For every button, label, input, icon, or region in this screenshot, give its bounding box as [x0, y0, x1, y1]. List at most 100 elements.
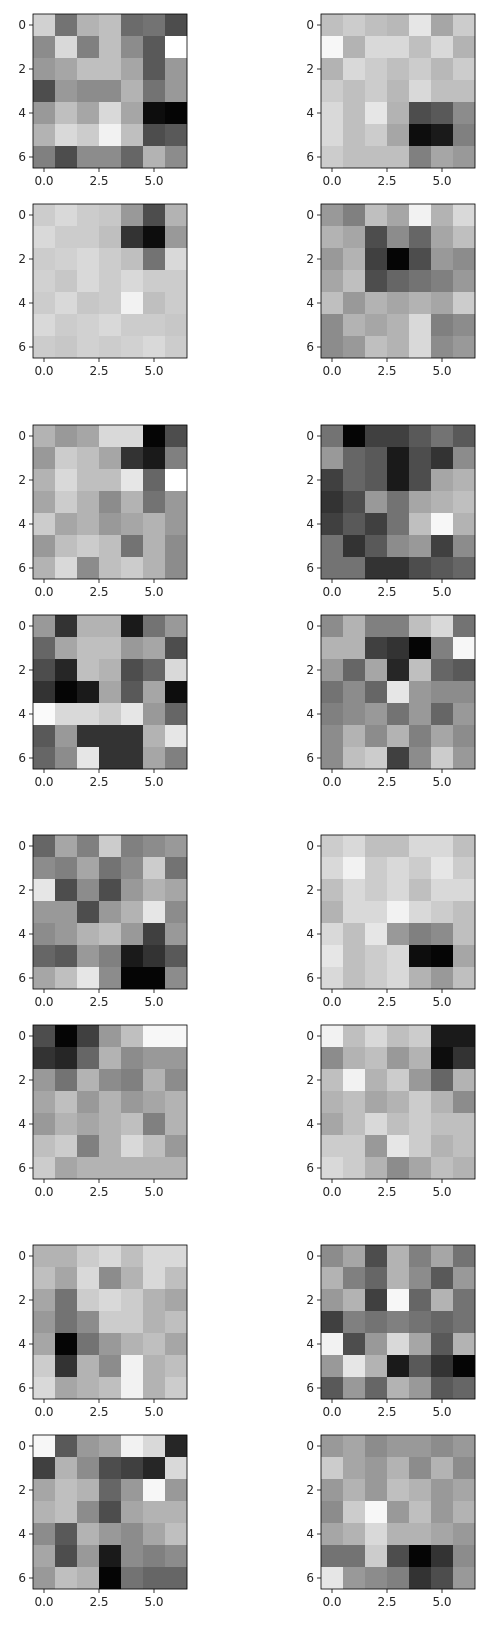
heatmap-cell	[343, 292, 366, 315]
heatmap-cell	[165, 425, 188, 448]
heatmap-cell	[343, 80, 366, 103]
heatmap-cell	[33, 292, 56, 315]
x-tick-label: 0.0	[34, 1595, 53, 1609]
axes-frame	[32, 834, 188, 990]
heatmap-cell	[387, 1135, 410, 1158]
heatmap-cell	[143, 248, 166, 271]
y-tick-label: 2	[18, 883, 26, 897]
heatmap-cell	[321, 659, 344, 682]
heatmap-cell	[453, 857, 476, 880]
heatmap-cell	[33, 945, 56, 968]
heatmap-cell	[409, 226, 432, 249]
heatmap-cell	[343, 102, 366, 125]
heatmap-cell	[365, 1435, 388, 1458]
heatmap-cell	[321, 124, 344, 147]
heatmap-cell	[431, 557, 454, 580]
heatmap-cell	[321, 967, 344, 990]
heatmap-cell	[55, 146, 78, 169]
heatmap-cell	[431, 425, 454, 448]
heatmap-cell	[321, 292, 344, 315]
heatmap-cell	[431, 1113, 454, 1136]
heatmap-cell	[77, 945, 100, 968]
heatmap-cell	[431, 681, 454, 704]
heatmap-cell	[77, 1245, 100, 1268]
heatmap-cell	[143, 1377, 166, 1400]
heatmap-cell	[321, 226, 344, 249]
heatmap-cell	[409, 1135, 432, 1158]
heatmap-cell	[33, 1267, 56, 1290]
heatmap-cell	[165, 637, 188, 660]
heatmap-cell	[143, 1355, 166, 1378]
heatmap-cell	[55, 425, 78, 448]
heatmap-cell	[33, 124, 56, 147]
x-tick-label: 2.5	[89, 995, 108, 1009]
heatmap-cell	[321, 270, 344, 293]
heatmap-panel: 0 2 4 6 0.0 2.5 5.0	[18, 614, 188, 789]
heatmap-cell	[387, 967, 410, 990]
heatmap-cell	[365, 1311, 388, 1334]
heatmap-cell	[453, 1567, 476, 1590]
heatmap-cell	[55, 226, 78, 249]
heatmap-cell	[165, 14, 188, 37]
heatmap-cell	[165, 124, 188, 147]
heatmap-panel: 0 2 4 6 0.0 2.5 5.0	[18, 13, 188, 188]
heatmap-cell	[77, 901, 100, 924]
y-tick-label: 2	[306, 62, 314, 76]
heatmap-cell	[365, 1047, 388, 1070]
x-tick-label: 5.0	[432, 1595, 451, 1609]
heatmap-cell	[343, 901, 366, 924]
heatmap-cell	[77, 80, 100, 103]
heatmap-cell	[77, 681, 100, 704]
heatmap-cell	[165, 1479, 188, 1502]
heatmap-cell	[343, 314, 366, 337]
heatmap-cell	[165, 659, 188, 682]
heatmap-cell	[99, 615, 122, 638]
heatmap-cell	[99, 923, 122, 946]
x-tick-label: 5.0	[432, 775, 451, 789]
heatmap-cell	[121, 1311, 144, 1334]
heatmap-panel: 0 2 4 6 0.0 2.5 5.0	[18, 1434, 188, 1609]
heatmap-cell	[453, 637, 476, 660]
heatmap-cell	[387, 1091, 410, 1114]
heatmap-cell	[365, 725, 388, 748]
heatmap-cell	[55, 1501, 78, 1524]
heatmap-cell	[409, 248, 432, 271]
heatmap-cell	[33, 248, 56, 271]
heatmap-cell	[99, 1113, 122, 1136]
heatmap-cell	[431, 967, 454, 990]
heatmap-cell	[431, 1267, 454, 1290]
heatmap-cell	[77, 923, 100, 946]
heatmap-cell	[431, 535, 454, 558]
y-tick-label: 4	[306, 1337, 314, 1351]
heatmap-cell	[55, 535, 78, 558]
y-tick-label: 2	[306, 1073, 314, 1087]
heatmap-cell	[343, 923, 366, 946]
heatmap-cell	[409, 1267, 432, 1290]
heatmap-cell	[55, 1355, 78, 1378]
heatmap-cell	[143, 703, 166, 726]
heatmap-cell	[431, 835, 454, 858]
y-tick-label: 6	[18, 150, 26, 164]
heatmap-cell	[55, 879, 78, 902]
y-tick-label: 6	[306, 340, 314, 354]
heatmap-cell	[33, 1113, 56, 1136]
heatmap-cell	[431, 1025, 454, 1048]
heatmap-cell	[453, 292, 476, 315]
heatmap-cell	[431, 1355, 454, 1378]
heatmap-cell	[77, 1377, 100, 1400]
heatmap-cell	[33, 879, 56, 902]
heatmap-cell	[33, 1289, 56, 1312]
heatmap-cell	[387, 557, 410, 580]
x-tick-label: 5.0	[144, 1405, 163, 1419]
heatmap-cell	[121, 58, 144, 81]
heatmap-cell	[121, 513, 144, 536]
x-tick-label: 5.0	[432, 1185, 451, 1199]
heatmap-cell	[365, 703, 388, 726]
heatmap-cell	[321, 1091, 344, 1114]
heatmap-cell	[55, 1333, 78, 1356]
heatmap-cell	[409, 1545, 432, 1568]
heatmap-cell	[409, 336, 432, 359]
heatmap-cell	[387, 879, 410, 902]
heatmap-cell	[121, 857, 144, 880]
